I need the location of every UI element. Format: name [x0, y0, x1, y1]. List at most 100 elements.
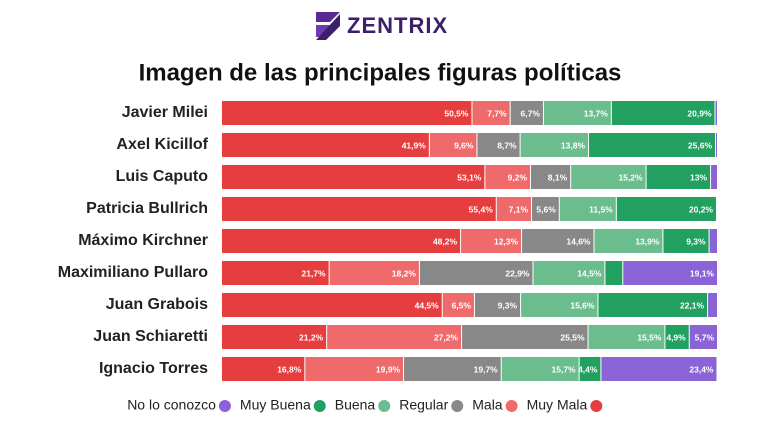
bar-segment [404, 357, 501, 381]
legend-label: Mala [472, 397, 503, 413]
value-label: 8,7% [497, 140, 517, 150]
value-label: 6,5% [452, 300, 472, 310]
bar-segment [222, 197, 496, 221]
bar-segment [474, 293, 521, 317]
value-label: 7,1% [509, 204, 529, 214]
bar-segment [571, 165, 646, 189]
legend-swatch [451, 400, 464, 412]
bar-segment [305, 357, 404, 381]
value-label: 15,2% [618, 172, 643, 182]
bar-segment [222, 325, 327, 349]
value-label: 12,3% [494, 236, 519, 246]
category-label: Juan Schiaretti [93, 328, 208, 345]
bar-segment [708, 293, 717, 317]
legend-swatch [378, 400, 391, 412]
bar-segment [510, 101, 543, 125]
bar-segment [579, 357, 601, 381]
value-label: 14,5% [577, 268, 602, 278]
bar-segment [222, 357, 305, 381]
bar-segment [222, 133, 429, 157]
value-label: 7,7% [487, 108, 507, 118]
bar-segment [711, 165, 717, 189]
bar-segment [501, 357, 579, 381]
value-label: 53,1% [457, 172, 482, 182]
legend-label: No lo conozco [127, 397, 216, 413]
bar-segment [327, 325, 462, 349]
value-label: 13% [690, 172, 707, 182]
category-label: Ignacio Torres [99, 360, 208, 377]
bar-segment [472, 101, 510, 125]
bar-segment [429, 133, 477, 157]
value-label: 22,9% [505, 268, 530, 278]
value-label: 15,6% [570, 300, 595, 310]
bar-segment [611, 101, 715, 125]
bar-segment [462, 325, 588, 349]
value-label: 21,7% [302, 268, 327, 278]
bar-segment [521, 293, 598, 317]
bar-segment [543, 101, 611, 125]
value-label: 23,4% [689, 364, 714, 374]
value-label: 5,7% [695, 332, 715, 342]
category-label: Maximiliano Pullaro [58, 264, 208, 281]
bar-segment [598, 293, 708, 317]
bar-segment [689, 325, 717, 349]
value-label: 55,4% [469, 204, 494, 214]
value-label: 11,5% [589, 204, 613, 214]
value-label: 25,5% [560, 332, 585, 342]
category-label: Juan Grabois [106, 296, 208, 313]
bar-segment [594, 229, 663, 253]
category-label: Patricia Bullrich [86, 200, 208, 217]
bar-segment [419, 261, 533, 285]
value-label: 16,8% [277, 364, 302, 374]
value-label: 6,7% [521, 108, 541, 118]
logo-text: ZENTRIX [347, 13, 448, 38]
legend-swatch [590, 400, 603, 412]
value-label: 9,3% [686, 236, 706, 246]
value-label: 9,3% [498, 300, 518, 310]
bar-segment [716, 133, 717, 157]
value-label: 27,2% [434, 332, 459, 342]
value-label: 50,5% [444, 108, 469, 118]
bar-segment [522, 229, 594, 253]
category-label: Javier Milei [122, 104, 208, 121]
value-label: 19,1% [690, 268, 715, 278]
bar-segment [605, 261, 623, 285]
bar-segment [533, 261, 605, 285]
bar-segment [531, 165, 571, 189]
bar-segment [442, 293, 474, 317]
bar-segment [329, 261, 419, 285]
category-label: Luis Caputo [116, 168, 209, 185]
value-label: 13,7% [584, 108, 609, 118]
value-label: 9,6% [454, 140, 474, 150]
bar-segment [222, 261, 329, 285]
bar-segment [222, 293, 442, 317]
logo-icon [316, 12, 340, 40]
value-label: 19,9% [376, 364, 401, 374]
bar-segment [461, 229, 522, 253]
value-label: 15,5% [637, 332, 662, 342]
value-label: 48,2% [433, 236, 458, 246]
legend-swatch [218, 400, 231, 412]
bar-segment [601, 357, 717, 381]
legend-swatch [313, 400, 326, 412]
bar-segment [589, 133, 716, 157]
bar-segment [709, 229, 717, 253]
value-label: 4,9% [666, 332, 686, 342]
category-label: Axel Kicillof [116, 136, 208, 153]
bar-segment [520, 133, 589, 157]
value-label: 9,2% [508, 172, 528, 182]
bar-segment [715, 101, 717, 125]
bar-segment [559, 197, 616, 221]
value-label: 8,1% [548, 172, 568, 182]
value-label: 13,8% [561, 140, 586, 150]
bar-segment [485, 165, 531, 189]
legend-label: Muy Buena [240, 397, 311, 413]
value-label: 20,2% [689, 204, 714, 214]
value-label: 41,9% [402, 140, 427, 150]
legend-label: Regular [399, 397, 448, 413]
value-label: 14,6% [566, 236, 591, 246]
value-label: 15,7% [552, 364, 577, 374]
value-label: 18,2% [392, 268, 417, 278]
bar-segment [222, 165, 485, 189]
